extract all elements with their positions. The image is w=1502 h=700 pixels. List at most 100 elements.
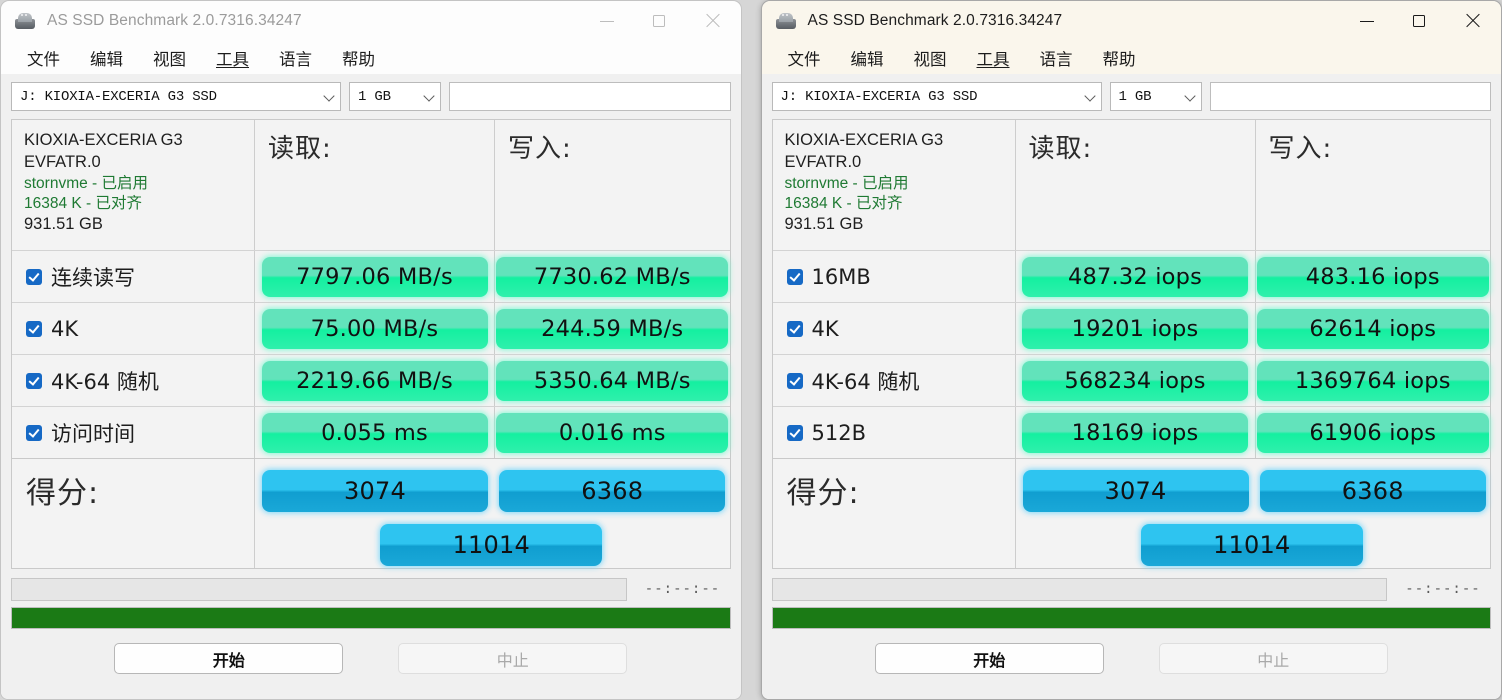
read-value-cell: 7797.06 MB/s <box>255 251 495 302</box>
progress-bar <box>771 607 1491 629</box>
table-row: 访问时间 0.055 ms 0.016 ms <box>12 406 730 458</box>
row-checkbox-label[interactable]: 4K <box>773 303 1016 354</box>
window-active[interactable]: AS SSD Benchmark 2.0.7316.34247 文件 编辑 视图… <box>760 0 1502 700</box>
score-read-pill: 3074 <box>262 470 488 512</box>
status-input[interactable] <box>11 577 627 601</box>
menu-item-edit[interactable]: 编辑 <box>850 49 884 69</box>
menu-item-edit[interactable]: 编辑 <box>90 49 123 69</box>
score-write-pill: 6368 <box>1259 470 1486 512</box>
progress-bar <box>11 607 731 629</box>
drive-driver-status: stornvme - 已启用 <box>24 174 149 192</box>
score-read-slot: 3074 <box>1016 470 1256 512</box>
size-select[interactable]: 1 GB <box>349 82 441 111</box>
write-value-cell: 5350.64 MB/s <box>495 355 730 406</box>
read-column-header: 读取: <box>1016 120 1256 250</box>
checkbox-checked-icon[interactable] <box>26 268 42 285</box>
row-checkbox-label[interactable]: 连续读写 <box>12 251 255 302</box>
checkbox-checked-icon[interactable] <box>26 372 42 389</box>
write-value-cell: 7730.62 MB/s <box>495 251 730 302</box>
write-value-pill: 483.16 iops <box>1256 256 1489 297</box>
window-controls <box>1341 1 1501 41</box>
table-row: 512B 18169 iops 61906 iops <box>772 406 1490 458</box>
score-label: 得分: <box>26 476 100 511</box>
status-row: --:--:-- <box>11 576 731 602</box>
score-total-pill: 11014 <box>380 524 603 566</box>
menu-item-help[interactable]: 帮助 <box>1102 49 1136 69</box>
score-section: 得分: 3074 6368 11014 <box>771 459 1491 569</box>
checkbox-checked-icon[interactable] <box>786 320 803 337</box>
score-label: 得分: <box>786 476 860 511</box>
menu-item-help[interactable]: 帮助 <box>342 49 375 69</box>
read-value-cell: 568234 iops <box>1016 355 1256 406</box>
chevron-down-icon <box>1086 92 1095 101</box>
titlebar[interactable]: AS SSD Benchmark 2.0.7316.34247 <box>1 1 741 41</box>
row-checkbox-label[interactable]: 4K-64 随机 <box>773 355 1016 406</box>
drive-capacity: 931.51 GB <box>24 215 103 234</box>
start-button[interactable]: 开始 <box>874 643 1104 674</box>
table-row: 16MB 487.32 iops 483.16 iops <box>772 250 1490 302</box>
write-column-label: 写入: <box>1268 134 1333 164</box>
row-label-text: 4K-64 随机 <box>811 369 920 394</box>
row-checkbox-label[interactable]: 访问时间 <box>12 407 255 458</box>
checkbox-checked-icon[interactable] <box>786 268 803 285</box>
maximize-button[interactable] <box>633 1 685 41</box>
row-checkbox-label[interactable]: 4K <box>12 303 255 354</box>
menu-item-view[interactable]: 视图 <box>153 49 186 69</box>
read-value-pill: 75.00 MB/s <box>261 308 488 349</box>
row-checkbox-label[interactable]: 512B <box>773 407 1016 458</box>
row-checkbox-label[interactable]: 16MB <box>773 251 1016 302</box>
close-button[interactable] <box>1445 1 1501 41</box>
size-select-value: 1 GB <box>1118 88 1152 105</box>
score-section: 得分: 3074 6368 11014 <box>11 459 731 569</box>
write-value-pill: 7730.62 MB/s <box>496 256 729 297</box>
size-select[interactable]: 1 GB <box>1109 82 1202 111</box>
write-value-cell: 244.59 MB/s <box>495 303 730 354</box>
read-value-cell: 19201 iops <box>1016 303 1256 354</box>
maximize-button[interactable] <box>1393 1 1445 41</box>
table-row: 4K 19201 iops 62614 iops <box>772 302 1490 354</box>
size-select-value: 1 GB <box>358 88 391 105</box>
titlebar[interactable]: AS SSD Benchmark 2.0.7316.34247 <box>761 1 1501 41</box>
progress-bar-fill <box>772 608 1490 628</box>
checkbox-checked-icon[interactable] <box>786 372 803 389</box>
status-input[interactable] <box>771 577 1387 601</box>
read-value-pill: 2219.66 MB/s <box>261 360 488 401</box>
menu-item-tools[interactable]: 工具 <box>976 49 1010 69</box>
menu-item-file[interactable]: 文件 <box>27 49 60 69</box>
minimize-button[interactable] <box>581 1 633 41</box>
checkbox-checked-icon[interactable] <box>26 320 42 337</box>
read-column-header: 读取: <box>255 120 495 250</box>
read-value-cell: 487.32 iops <box>1016 251 1256 302</box>
drive-select-value: J: KIOXIA-EXCERIA G3 SSD <box>20 88 217 105</box>
drive-info-panel: KIOXIA-EXCERIA G3 EVFATR.0 stornvme - 已启… <box>773 120 1016 250</box>
abort-button: 中止 <box>398 643 628 674</box>
read-value-pill: 568234 iops <box>1022 360 1248 401</box>
menu-item-language[interactable]: 语言 <box>1039 49 1073 69</box>
row-checkbox-label[interactable]: 4K-64 随机 <box>12 355 255 406</box>
checkbox-checked-icon[interactable] <box>786 424 803 441</box>
close-icon <box>705 13 721 29</box>
table-row: 连续读写 7797.06 MB/s 7730.62 MB/s <box>12 250 730 302</box>
window-inactive[interactable]: AS SSD Benchmark 2.0.7316.34247 文件 编辑 视图… <box>0 0 742 700</box>
drive-select[interactable]: J: KIOXIA-EXCERIA G3 SSD <box>11 82 341 111</box>
menu-item-tools[interactable]: 工具 <box>216 49 249 69</box>
close-button[interactable] <box>685 1 741 41</box>
chevron-down-icon <box>325 92 334 101</box>
drive-model: KIOXIA-EXCERIA G3 <box>784 131 944 149</box>
menu-item-view[interactable]: 视图 <box>913 49 947 69</box>
results-table: KIOXIA-EXCERIA G3 EVFATR.0 stornvme - 已启… <box>11 119 731 459</box>
read-value-pill: 487.32 iops <box>1022 256 1248 297</box>
progress-bar-fill <box>12 608 730 628</box>
start-button[interactable]: 开始 <box>114 643 344 674</box>
write-value-pill: 5350.64 MB/s <box>496 360 729 401</box>
drive-info-panel: KIOXIA-EXCERIA G3 EVFATR.0 stornvme - 已启… <box>12 120 255 250</box>
copy-path-input[interactable] <box>1209 82 1491 111</box>
results-table: KIOXIA-EXCERIA G3 EVFATR.0 stornvme - 已启… <box>771 119 1491 459</box>
checkbox-checked-icon[interactable] <box>26 424 42 441</box>
copy-path-input[interactable] <box>449 82 731 111</box>
score-read-slot: 3074 <box>255 470 495 512</box>
menu-item-language[interactable]: 语言 <box>279 49 312 69</box>
drive-select[interactable]: J: KIOXIA-EXCERIA G3 SSD <box>771 82 1102 111</box>
menu-item-file[interactable]: 文件 <box>787 49 821 69</box>
minimize-button[interactable] <box>1341 1 1393 41</box>
